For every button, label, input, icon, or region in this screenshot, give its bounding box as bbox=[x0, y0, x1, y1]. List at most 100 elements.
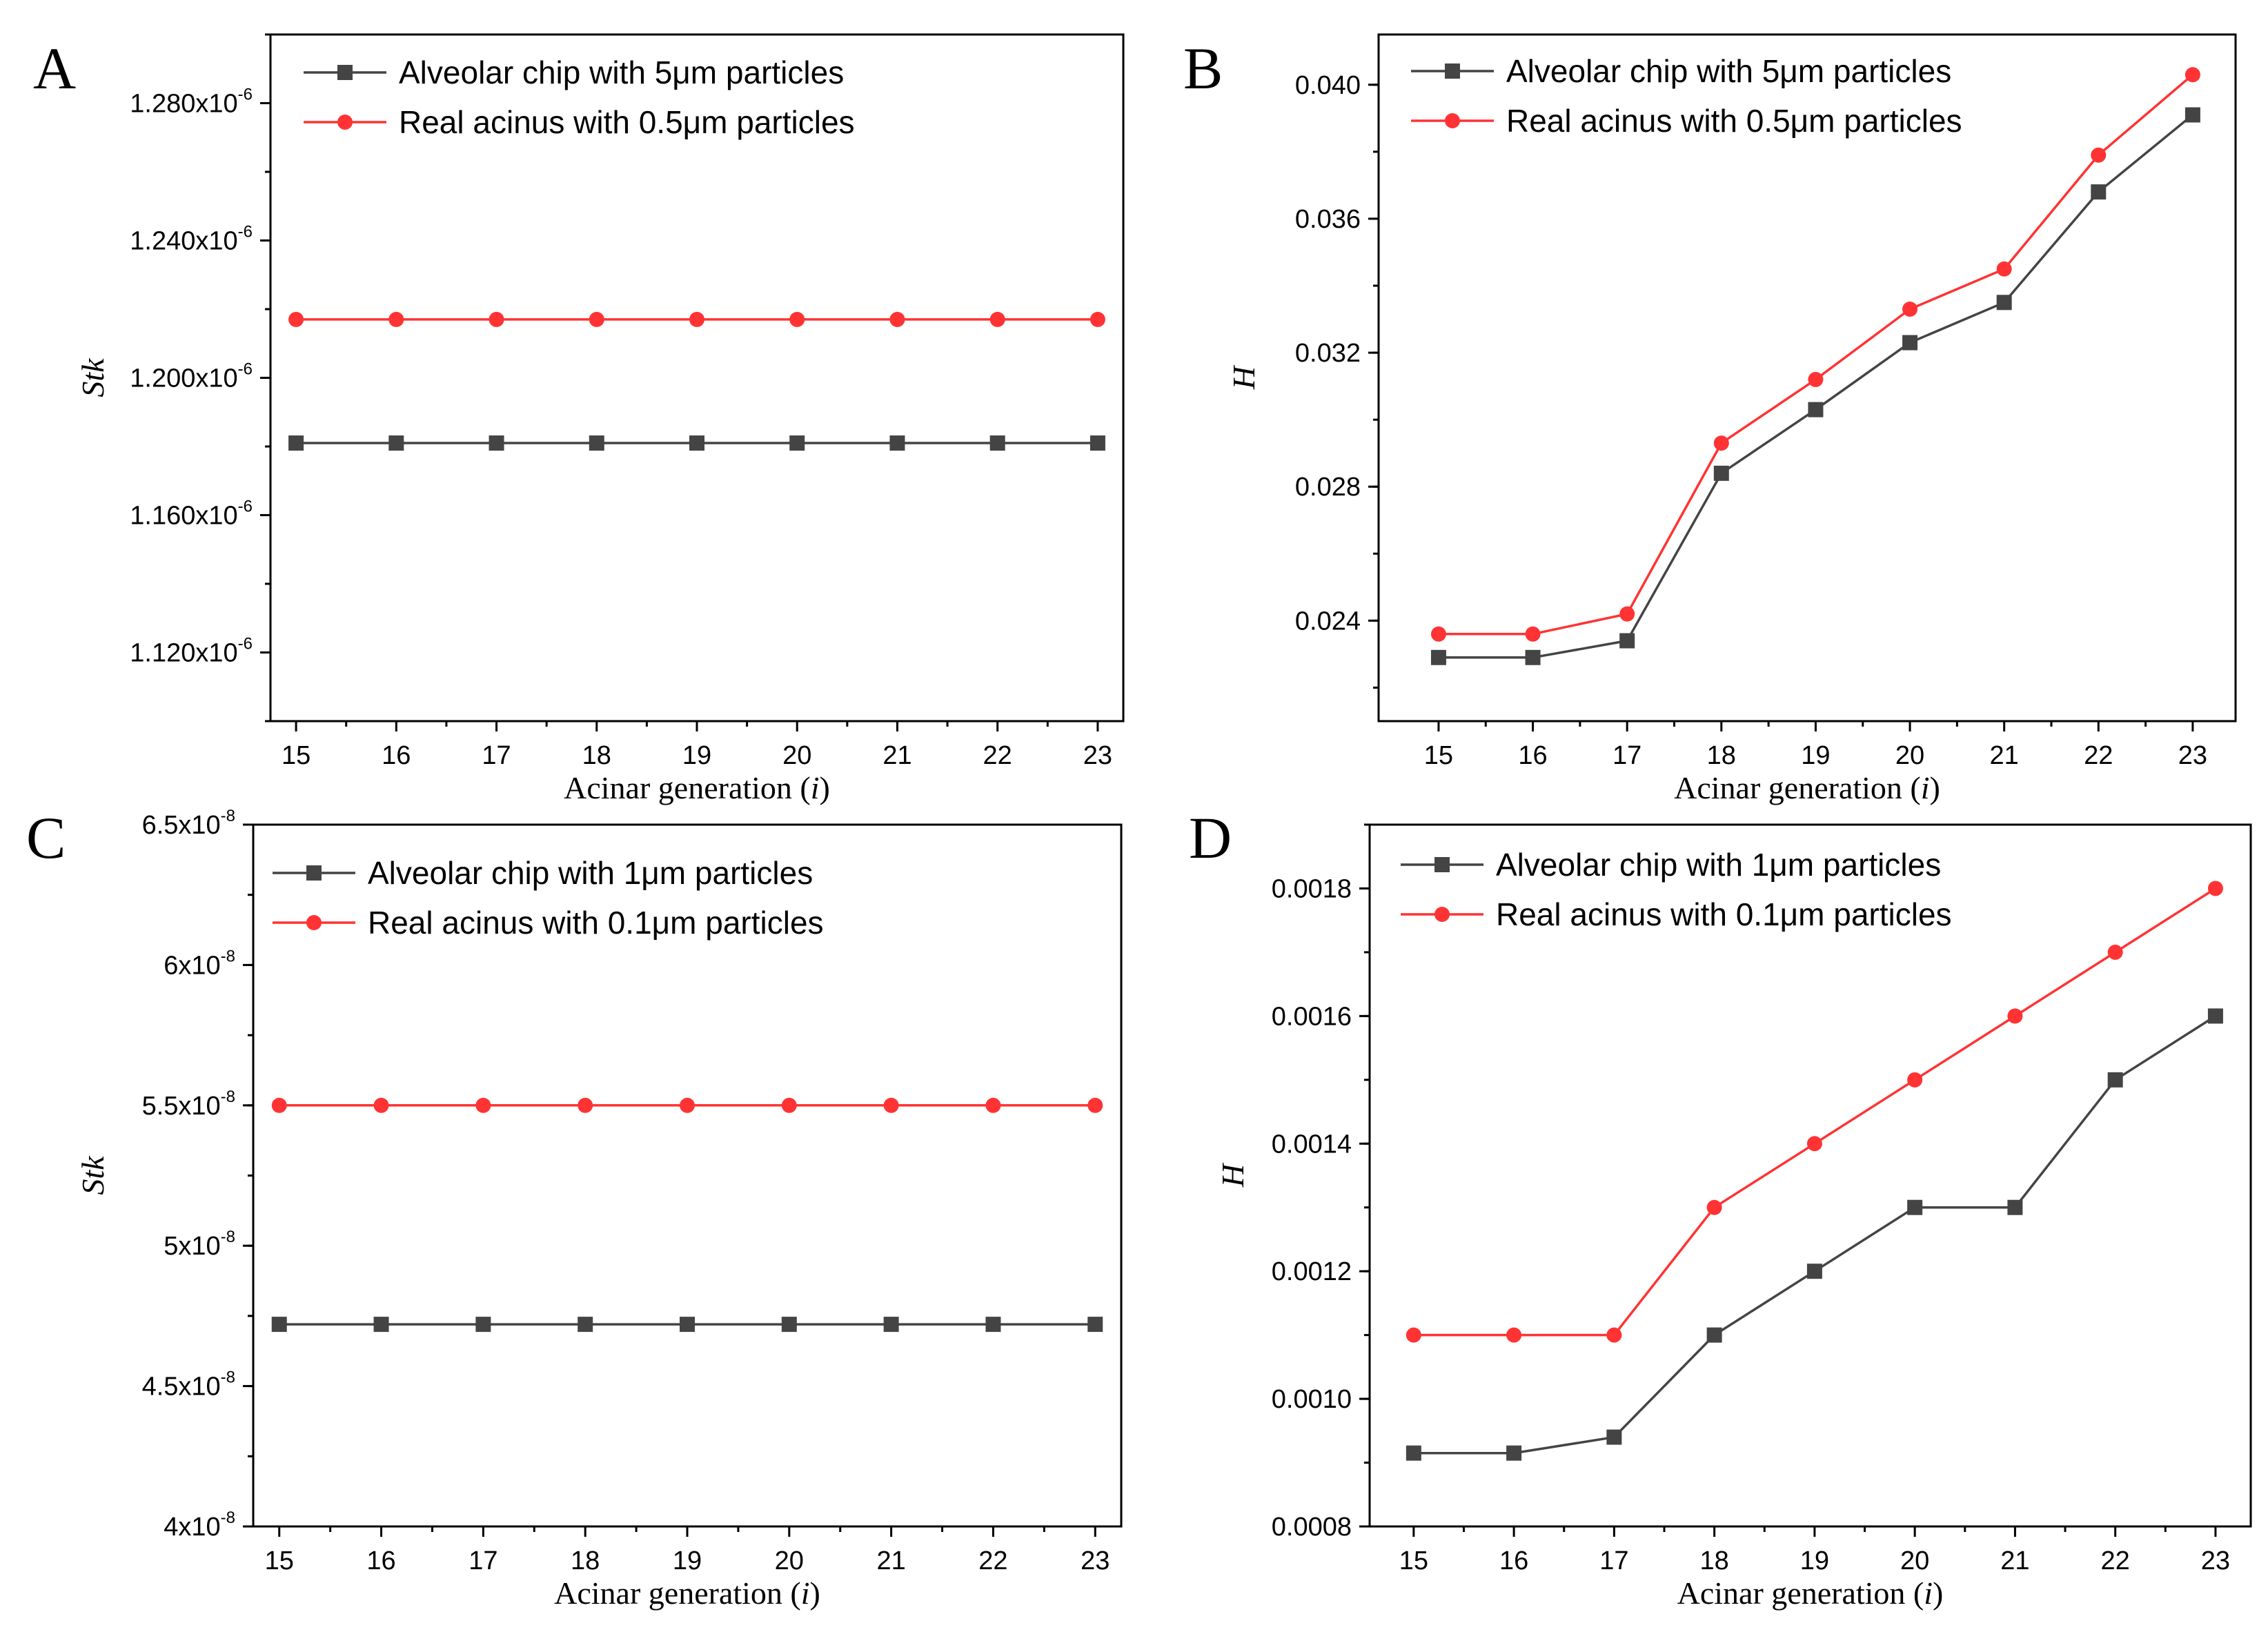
x-axis-title: Acinar generation (i) bbox=[564, 770, 830, 805]
panel-c: 4x10-8 4.5x10-8 5x10-8 5.5x10-8 6x10-8 6.5x10… bbox=[26, 805, 1123, 1611]
data-point bbox=[1706, 1327, 1722, 1343]
legend-entry: Alveolar chip with 1μm particles bbox=[368, 855, 813, 891]
y-tick-label: 0.028 bbox=[1295, 473, 1361, 502]
x-tick-label: 19 bbox=[673, 1546, 702, 1575]
data-point bbox=[1525, 626, 1541, 642]
data-point bbox=[989, 435, 1005, 451]
data-point bbox=[2185, 107, 2200, 123]
panel-letter: D bbox=[1189, 805, 1232, 871]
data-point bbox=[2007, 1008, 2023, 1024]
x-tick-label: 20 bbox=[1895, 741, 1924, 770]
data-point bbox=[1907, 1072, 1923, 1088]
data-point bbox=[388, 435, 404, 451]
panel-letter: A bbox=[33, 35, 76, 101]
panel-letter: B bbox=[1183, 35, 1223, 101]
data-point bbox=[288, 311, 304, 327]
data-point bbox=[1619, 606, 1635, 622]
data-point bbox=[489, 435, 504, 451]
y-tick-label: 0.036 bbox=[1295, 205, 1361, 234]
legend-entry: Real acinus with 0.1μm particles bbox=[368, 905, 824, 941]
data-point bbox=[1430, 626, 1446, 642]
legend-marker bbox=[337, 115, 353, 130]
data-point bbox=[781, 1097, 797, 1113]
data-point bbox=[1406, 1445, 1421, 1461]
y-tick-label: 4x10-8 bbox=[164, 1509, 235, 1542]
x-tick-label: 22 bbox=[978, 1546, 1007, 1575]
data-point bbox=[1606, 1429, 1622, 1445]
legend-entry: Real acinus with 0.5μm particles bbox=[399, 104, 855, 140]
legend-entry: Alveolar chip with 5μm particles bbox=[1506, 53, 1951, 89]
x-tick-label: 19 bbox=[1800, 1546, 1829, 1575]
data-point bbox=[1087, 1317, 1103, 1333]
data-point bbox=[2107, 944, 2123, 960]
x-tick-label: 22 bbox=[983, 741, 1012, 770]
data-point bbox=[789, 311, 805, 327]
data-point bbox=[1619, 633, 1635, 649]
panel-b: 0.024 0.028 0.032 0.036 0.040 15 16 17 18 19 20 21 2… bbox=[1183, 33, 2237, 805]
data-point bbox=[689, 311, 704, 327]
x-tick-label: 23 bbox=[1081, 1546, 1110, 1575]
legend-marker bbox=[337, 65, 353, 80]
data-point bbox=[1902, 302, 1918, 317]
y-tick-label: 0.0010 bbox=[1272, 1385, 1352, 1414]
data-point bbox=[1430, 649, 1446, 665]
x-axis-title: Acinar generation (i) bbox=[1677, 1575, 1944, 1611]
data-point bbox=[1606, 1327, 1622, 1343]
y-tick-label: 1.160x10-6 bbox=[130, 498, 253, 531]
data-point bbox=[2207, 881, 2223, 896]
y-tick-label: 0.032 bbox=[1295, 339, 1361, 368]
x-tick-label: 18 bbox=[571, 1546, 600, 1575]
data-point bbox=[789, 435, 805, 451]
data-point bbox=[1525, 649, 1541, 665]
data-point bbox=[680, 1317, 695, 1333]
data-point bbox=[373, 1317, 389, 1333]
y-tick-label: 4.5x10-8 bbox=[142, 1368, 235, 1402]
y-axis-title: H bbox=[1226, 364, 1261, 390]
y-axis-title: H bbox=[1215, 1162, 1250, 1188]
legend-entry: Alveolar chip with 1μm particles bbox=[1496, 847, 1941, 883]
y-tick-label: 6.5x10-8 bbox=[142, 807, 235, 840]
x-tick-label: 16 bbox=[1499, 1546, 1528, 1575]
data-point bbox=[1713, 465, 1729, 481]
data-point bbox=[1089, 311, 1105, 327]
data-point bbox=[1808, 402, 1824, 417]
y-tick-label: 1.280x10-6 bbox=[130, 86, 253, 119]
x-tick-label: 21 bbox=[876, 1546, 905, 1575]
x-axis-title: Acinar generation (i) bbox=[1674, 770, 1940, 805]
panel-letter: C bbox=[26, 805, 66, 871]
y-tick-label: 6x10-8 bbox=[164, 947, 235, 980]
legend-entry: Real acinus with 0.5μm particles bbox=[1506, 103, 1962, 139]
x-tick-label: 18 bbox=[1707, 741, 1736, 770]
x-axis-title: Acinar generation (i) bbox=[554, 1575, 820, 1611]
data-point bbox=[1713, 435, 1729, 451]
data-point bbox=[1506, 1445, 1522, 1461]
data-point bbox=[1089, 435, 1105, 451]
x-tick-label: 16 bbox=[382, 741, 411, 770]
data-point bbox=[883, 1097, 899, 1113]
y-tick-label: 0.0008 bbox=[1272, 1513, 1352, 1542]
data-point bbox=[388, 311, 404, 327]
data-point bbox=[589, 435, 604, 451]
data-point bbox=[1806, 1264, 1822, 1279]
data-point bbox=[2091, 147, 2107, 163]
y-tick-label: 0.0014 bbox=[1272, 1130, 1352, 1159]
legend-entry: Real acinus with 0.1μm particles bbox=[1496, 896, 1952, 932]
legend-marker bbox=[1434, 857, 1450, 872]
data-point bbox=[1406, 1327, 1421, 1343]
x-tick-label: 15 bbox=[282, 741, 310, 770]
y-axis-title: Stk bbox=[75, 357, 110, 397]
x-tick-label: 16 bbox=[366, 1546, 395, 1575]
data-point bbox=[475, 1097, 491, 1113]
data-point bbox=[1706, 1199, 1722, 1215]
data-point bbox=[889, 435, 905, 451]
data-point bbox=[985, 1097, 1001, 1113]
x-tick-label: 21 bbox=[882, 741, 911, 770]
x-tick-label: 17 bbox=[482, 741, 511, 770]
panel-d: 0.0008 0.0010 0.0012 0.0014 0.0016 0.0018 15 16… bbox=[1189, 805, 2252, 1611]
x-tick-label: 15 bbox=[1399, 1546, 1428, 1575]
x-tick-label: 23 bbox=[2201, 1546, 2230, 1575]
x-tick-label: 19 bbox=[1801, 741, 1830, 770]
y-tick-label: 0.0012 bbox=[1272, 1257, 1352, 1286]
data-point bbox=[489, 311, 504, 327]
